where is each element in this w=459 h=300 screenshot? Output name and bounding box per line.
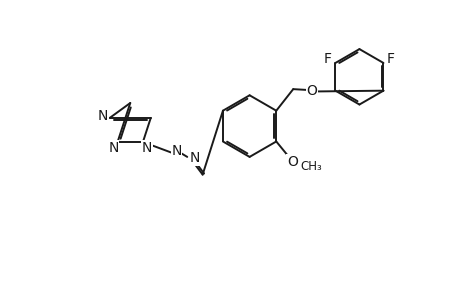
Text: O: O	[306, 84, 316, 98]
Text: N: N	[171, 144, 181, 158]
Text: N: N	[108, 141, 118, 154]
Text: N: N	[98, 109, 108, 123]
Text: O: O	[286, 154, 297, 169]
Text: N: N	[190, 152, 200, 165]
Text: F: F	[324, 52, 331, 66]
Text: CH₃: CH₃	[300, 160, 321, 172]
Text: F: F	[386, 52, 394, 66]
Text: N: N	[141, 141, 152, 154]
